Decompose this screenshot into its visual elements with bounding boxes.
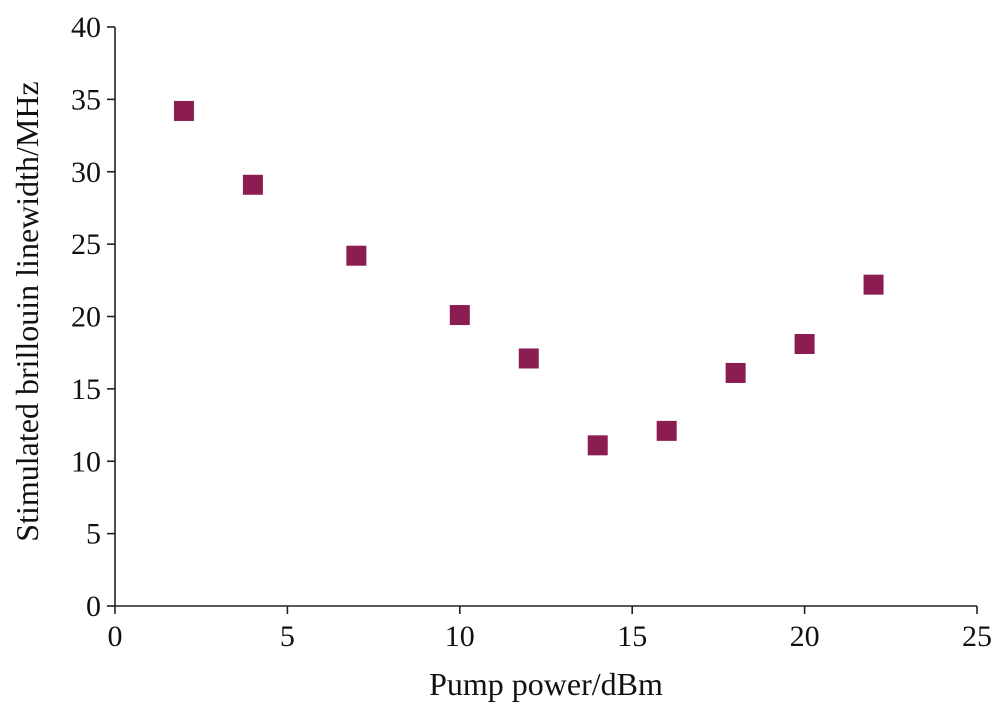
data-point [346,245,367,266]
x-tick-label: 25 [962,620,992,653]
data-point [518,348,539,369]
y-tick-label: 30 [71,156,101,189]
y-tick-label: 40 [71,11,101,44]
axes [114,27,977,607]
data-points [173,100,884,456]
data-point [173,100,194,121]
data-point [794,334,815,355]
x-tick-label: 10 [445,620,475,653]
y-tick-label: 25 [71,228,101,261]
x-axis-label: Pump power/dBm [429,666,663,702]
data-point [449,305,470,326]
x-tick-label: 5 [280,620,295,653]
y-tick-label: 5 [86,518,101,551]
y-ticks: 0 5 10 15 20 25 30 35 40 [71,11,115,623]
y-tick-label: 20 [71,301,101,334]
data-point [725,362,746,383]
data-point [863,274,884,295]
x-ticks: 0 5 10 15 20 25 [108,606,992,653]
y-tick-label: 0 [86,590,101,623]
y-tick-label: 10 [71,445,101,478]
y-tick-label: 35 [71,83,101,116]
x-tick-label: 15 [617,620,647,653]
x-tick-label: 0 [108,620,123,653]
data-point [587,435,608,456]
x-tick-label: 20 [790,620,820,653]
data-point [656,420,677,441]
y-tick-label: 15 [71,373,101,406]
data-point [242,174,263,195]
y-axis-label: Stimulated brillouin linewidth/MHz [9,81,45,541]
